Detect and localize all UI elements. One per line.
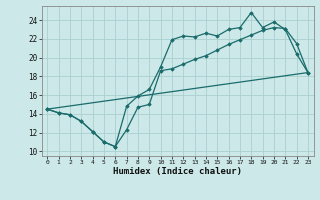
X-axis label: Humidex (Indice chaleur): Humidex (Indice chaleur) (113, 167, 242, 176)
